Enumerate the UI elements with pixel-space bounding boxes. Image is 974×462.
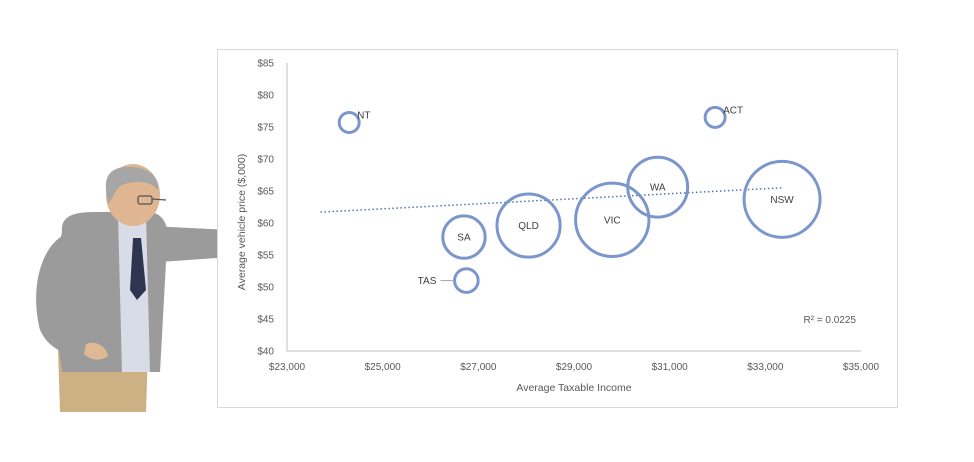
bubble-vic	[574, 181, 651, 258]
x-axis-title: Average Taxable Income	[516, 382, 631, 394]
bubble-label-nt: NT	[357, 111, 370, 122]
bubble-wa	[626, 155, 690, 219]
bubble-label-vic: VIC	[604, 215, 621, 226]
y-tick-label: $45	[257, 315, 274, 326]
x-tick-label: $29,000	[556, 362, 593, 373]
r-squared-label: R² = 0.0225	[803, 315, 856, 326]
y-tick-label: $40	[257, 347, 274, 358]
trendline	[320, 187, 783, 213]
x-tick-label: $27,000	[460, 362, 497, 373]
y-tick-label: $85	[257, 59, 274, 70]
y-tick-label: $65	[257, 187, 274, 198]
x-tick-label: $25,000	[365, 362, 402, 373]
bubble-label-tas: TAS	[418, 276, 437, 287]
bubble-label-wa: WA	[650, 183, 666, 194]
x-tick-label: $35,000	[843, 362, 880, 373]
x-tick-label: $31,000	[652, 362, 689, 373]
bubble-tas	[453, 267, 480, 294]
y-tick-label: $55	[257, 251, 274, 262]
bubble-nt	[337, 111, 361, 134]
y-tick-label: $75	[257, 123, 274, 134]
y-tick-label: $50	[257, 283, 274, 294]
y-tick-label: $60	[257, 219, 274, 230]
y-axis-title: Average vehicle price ($,000)	[236, 154, 248, 290]
bubble-label-sa: SA	[457, 233, 471, 244]
bubble-label-nsw: NSW	[770, 195, 794, 206]
bubble-chart: $23,000 $25,000 $27,000 $29,000 $31,000 $33,0…	[236, 59, 880, 395]
bubble-label-act: ACT	[723, 105, 743, 116]
x-tick-label: $33,000	[747, 362, 784, 373]
y-tick-label: $70	[257, 155, 274, 166]
bubble-sa	[441, 214, 487, 260]
bubble-label-qld: QLD	[518, 221, 539, 232]
bubble-qld	[495, 192, 562, 259]
bubble-act	[703, 105, 727, 129]
y-tick-label: $80	[257, 91, 274, 102]
x-tick-label: $23,000	[269, 362, 306, 373]
bubble-nsw	[742, 159, 822, 239]
chart-area: $23,000 $25,000 $27,000 $29,000 $31,000 $33,0…	[217, 49, 898, 408]
